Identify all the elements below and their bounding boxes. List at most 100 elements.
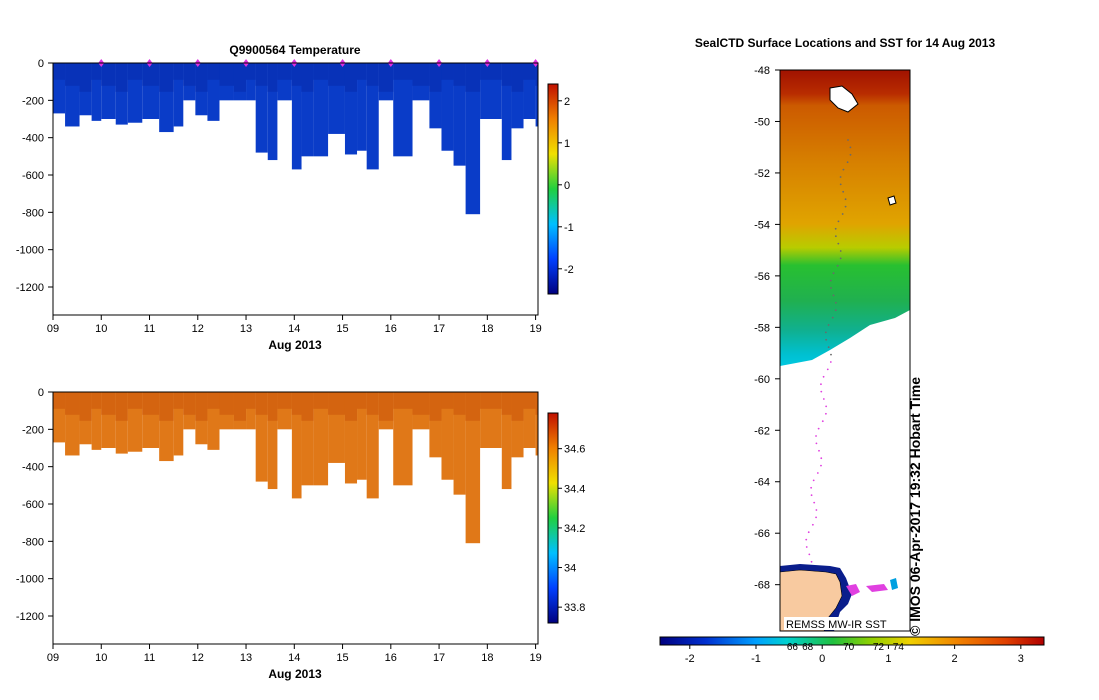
profile-bar: [465, 392, 481, 544]
profile-bar: [246, 63, 256, 101]
y-tick-label: -200: [22, 424, 44, 436]
profile-bar: [246, 392, 256, 430]
surface-band: [480, 392, 502, 409]
profile-bar: [393, 392, 413, 486]
lat-tick-label: -58: [754, 322, 770, 334]
surface-band: [233, 63, 247, 92]
x-tick-label: 16: [385, 323, 397, 335]
surface-band: [207, 392, 220, 409]
track-point: [815, 509, 818, 511]
credit-text: REMSS MW-IR SST: [786, 619, 887, 631]
temperature-colorbar: 2 1 0 -1 -2: [547, 83, 574, 295]
track-point: [810, 494, 813, 497]
surface-band: [412, 63, 430, 86]
surface-band: [511, 63, 524, 92]
profile-bar: [441, 392, 454, 480]
y-tick-label: 0: [38, 58, 44, 70]
temperature-profile-bars: [53, 63, 538, 215]
seal-cluster: [846, 584, 860, 596]
profile-bar: [535, 392, 538, 456]
salinity-x-axis: 09 10 11 12 13 14 15 16 17 18 19: [47, 644, 542, 664]
profile-bar: [91, 392, 102, 450]
y-tick-label: -1000: [16, 245, 44, 257]
surface-band: [523, 392, 536, 409]
track-point: [849, 153, 852, 156]
sst-colorbar-tick-label: 3: [1018, 653, 1024, 665]
sst-colorbar-inner-label: 70: [843, 642, 855, 653]
surface-band: [127, 63, 143, 80]
surface-band: [535, 63, 538, 86]
profile-bar: [465, 63, 481, 215]
colorbar-tick-label: 0: [564, 180, 570, 192]
track-point: [829, 361, 832, 363]
surface-band: [53, 63, 66, 80]
sst-colorbar-inner-label: 68: [802, 642, 814, 653]
lat-tick-label: -62: [754, 425, 770, 437]
track-point: [832, 272, 835, 275]
temperature-title: Q9900564 Temperature: [229, 43, 361, 57]
profile-bar: [291, 63, 302, 170]
surface-band: [173, 392, 184, 409]
track-point: [837, 220, 840, 223]
profile-bar: [366, 392, 379, 499]
track-point: [820, 464, 822, 467]
surface-band: [357, 392, 367, 409]
profile-bar: [453, 392, 466, 495]
salinity-plot-frame: [52, 391, 539, 645]
track-point: [815, 435, 817, 437]
profile-bar: [313, 392, 329, 486]
track-point: [820, 383, 822, 386]
x-tick-label: 17: [433, 323, 445, 335]
x-tick-label: 15: [336, 652, 348, 664]
sea-ice-patch: [890, 578, 898, 590]
profile-bar: [441, 63, 454, 151]
x-tick-label: 11: [144, 323, 155, 335]
surface-band: [291, 63, 302, 86]
surface-band: [91, 63, 102, 80]
x-tick-label: 19: [529, 652, 541, 664]
track-point: [839, 250, 842, 252]
surface-band: [453, 392, 466, 415]
surface-band: [344, 63, 358, 92]
surface-band: [277, 63, 292, 80]
colorbar-tick-label: 34.4: [564, 483, 585, 495]
x-tick-label: 14: [288, 323, 300, 335]
colorbar-tick-label: 34: [564, 563, 576, 575]
track-point: [834, 309, 837, 312]
sst-colorbar-inner-label: 72: [873, 642, 885, 653]
surface-band: [219, 63, 234, 86]
track-point: [831, 316, 834, 319]
colorbar-tick-label: -2: [564, 264, 574, 276]
x-tick-label: 16: [385, 652, 397, 664]
surface-band: [393, 63, 413, 80]
colorbar-bar: [547, 412, 559, 624]
surface-band: [173, 63, 184, 80]
sst-map-title: SealCTD Surface Locations and SST for 14…: [695, 36, 996, 50]
y-tick-label: -1200: [16, 611, 44, 623]
y-tick-label: -800: [22, 536, 44, 548]
surface-band: [159, 63, 174, 92]
surface-band: [246, 63, 256, 80]
surface-band: [219, 392, 234, 415]
temperature-y-axis: 0 -200 -400 -600 -800 -1000 -1200: [16, 58, 53, 294]
temperature-section-plot: Q9900564 Temperature 0 -200 -400 -600 -800 -1…: [16, 43, 574, 352]
lat-tick-label: -52: [754, 168, 770, 180]
surface-band: [233, 392, 247, 421]
track-point: [808, 553, 811, 556]
track-point: [822, 375, 825, 378]
sst-colorbar-tick-label: 0: [819, 653, 825, 665]
x-tick-label: 18: [481, 652, 493, 664]
surface-band: [101, 392, 116, 415]
track-point: [842, 168, 845, 171]
colorbar-tick-label: -1: [564, 222, 574, 234]
surface-band: [465, 63, 481, 92]
surface-band: [65, 392, 80, 415]
colorbar-tick-label: 2: [564, 96, 570, 108]
y-tick-label: -200: [22, 95, 44, 107]
track-point: [820, 457, 823, 460]
x-tick-label: 11: [144, 652, 155, 664]
surface-band: [393, 392, 413, 409]
track-point: [820, 390, 823, 393]
surface-band: [328, 63, 345, 86]
surface-band: [301, 63, 314, 92]
